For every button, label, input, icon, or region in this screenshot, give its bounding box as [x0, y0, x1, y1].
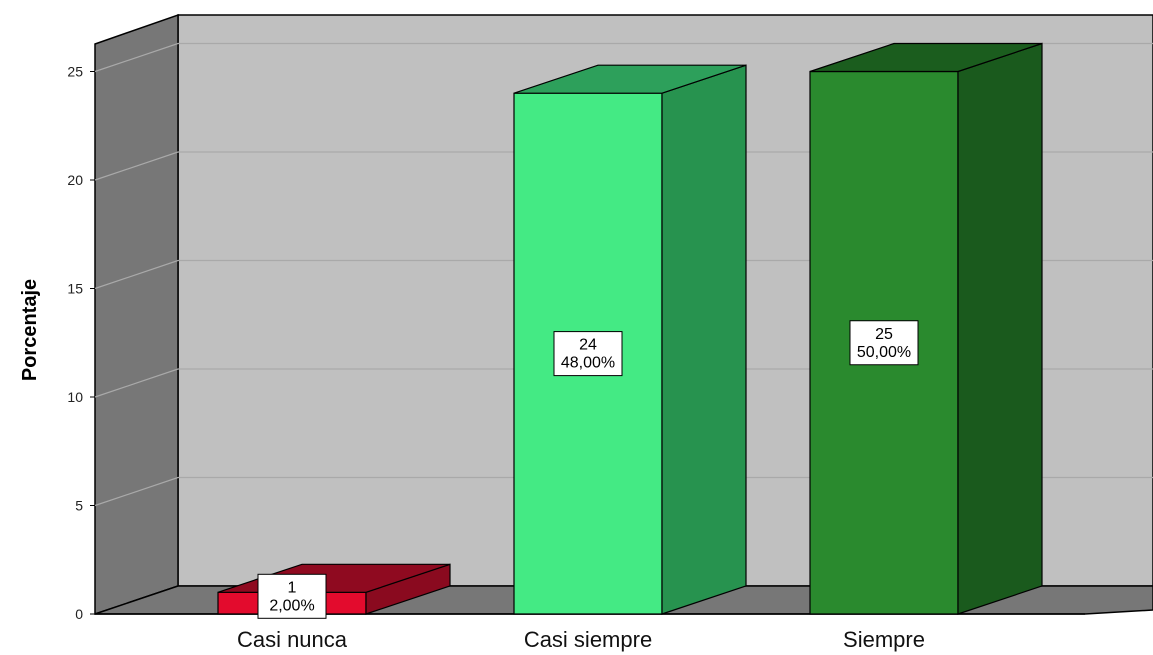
data-label-count: 24 [579, 337, 597, 354]
bar-side [661, 64, 747, 615]
y-tick-label: 0 [75, 606, 83, 622]
y-axis-ticks: 0 5 10 15 20 25 [67, 64, 95, 622]
data-label-box [257, 573, 327, 619]
data-label-count: 1 [288, 579, 297, 596]
data-label-box [553, 331, 623, 377]
x-axis-labels: Casi nunca Casi siempre Siempre [237, 627, 925, 652]
bar-top [513, 64, 747, 94]
data-label-percent: 50,00% [857, 344, 911, 361]
data-label-percent: 2,00% [269, 597, 314, 614]
y-tick-label: 10 [67, 389, 83, 405]
y-tick-label: 20 [67, 172, 83, 188]
bar-top [809, 42, 1043, 73]
x-category-label: Casi nunca [237, 627, 348, 652]
gridline [94, 42, 1153, 73]
data-label-percent: 48,00% [561, 355, 615, 372]
side-wall [94, 13, 179, 616]
bar-1: 12,00% [217, 563, 451, 619]
x-category-label: Casi siempre [524, 627, 652, 652]
y-tick-label: 25 [67, 64, 83, 80]
y-tick-label: 5 [75, 498, 83, 514]
y-axis-label: Porcentaje [19, 279, 41, 381]
x-category-label: Siempre [843, 627, 925, 652]
y-tick-label: 15 [67, 281, 83, 297]
bar-side [957, 42, 1043, 615]
data-label-box [849, 320, 919, 366]
data-label-count: 25 [875, 326, 893, 343]
